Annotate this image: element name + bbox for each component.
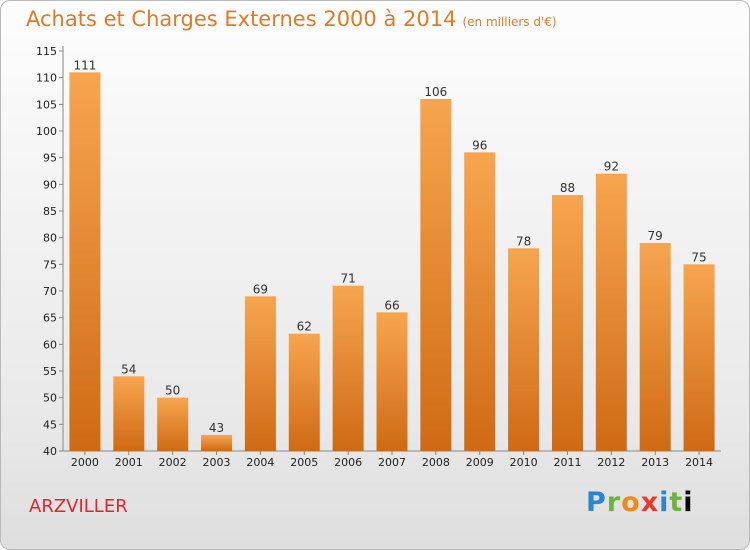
x-tick-label: 2003 [203, 456, 231, 469]
y-tick-label: 50 [43, 392, 57, 405]
x-tick-label: 2014 [685, 456, 713, 469]
x-tick-label: 2006 [334, 456, 362, 469]
bar-value-label: 96 [472, 138, 487, 152]
bar-value-label: 78 [516, 234, 531, 248]
bar [376, 312, 408, 451]
y-tick-label: 105 [36, 98, 57, 111]
bar-value-label: 75 [691, 250, 706, 264]
bar [683, 264, 715, 451]
x-tick-label: 2001 [115, 456, 143, 469]
bar [595, 173, 627, 451]
bar [420, 99, 452, 451]
y-tick-label: 110 [36, 72, 57, 85]
bar [464, 152, 496, 452]
bar [201, 435, 233, 451]
chart-title-text: Achats et Charges Externes 2000 à 2014 [26, 7, 457, 31]
y-tick-label: 90 [43, 178, 57, 191]
x-tick-label: 2011 [553, 456, 581, 469]
y-tick-label: 45 [43, 418, 57, 431]
bar-value-label: 106 [424, 85, 447, 99]
y-tick-label: 70 [43, 285, 57, 298]
x-tick-label: 2007 [378, 456, 406, 469]
bar [639, 243, 671, 451]
bar [332, 285, 364, 451]
place-name: ARZVILLER [29, 496, 128, 517]
y-tick-label: 60 [43, 338, 57, 351]
bar-value-label: 79 [648, 229, 663, 243]
proxiti-logo: Proxiti [586, 487, 694, 518]
x-tick-label: 2000 [71, 456, 99, 469]
y-tick-label: 100 [36, 125, 57, 138]
bar [508, 248, 540, 451]
bar-value-label: 111 [73, 58, 96, 72]
chart-title: Achats et Charges Externes 2000 à 2014 (e… [26, 7, 557, 31]
y-tick-label: 40 [43, 445, 57, 458]
y-tick-label: 75 [43, 258, 57, 271]
bar [288, 333, 320, 451]
x-tick-label: 2004 [246, 456, 274, 469]
x-tick-label: 2008 [422, 456, 450, 469]
bar-value-label: 62 [297, 320, 312, 334]
y-tick-label: 95 [43, 152, 57, 165]
x-tick-label: 2009 [466, 456, 494, 469]
x-tick-label: 2013 [641, 456, 669, 469]
bar-value-label: 92 [604, 160, 619, 174]
bar-value-label: 69 [253, 282, 268, 296]
y-tick-label: 85 [43, 205, 57, 218]
bar [113, 376, 145, 451]
bar-value-label: 43 [209, 421, 224, 435]
x-tick-label: 2010 [510, 456, 538, 469]
x-tick-label: 2012 [597, 456, 625, 469]
bar [69, 72, 101, 451]
y-tick-label: 65 [43, 312, 57, 325]
y-tick-label: 80 [43, 232, 57, 245]
bar-value-label: 88 [560, 181, 575, 195]
y-tick-label: 115 [36, 45, 57, 58]
x-tick-label: 2002 [159, 456, 187, 469]
bar-value-label: 54 [121, 362, 136, 376]
y-tick-label: 55 [43, 365, 57, 378]
x-tick-label: 2005 [290, 456, 318, 469]
bar-value-label: 71 [340, 272, 355, 286]
bar [157, 397, 189, 451]
bar-value-label: 66 [384, 298, 399, 312]
bar [551, 195, 583, 451]
bar [244, 296, 276, 451]
chart-subtitle: (en milliers d'€) [462, 15, 557, 29]
bar-value-label: 50 [165, 384, 180, 398]
